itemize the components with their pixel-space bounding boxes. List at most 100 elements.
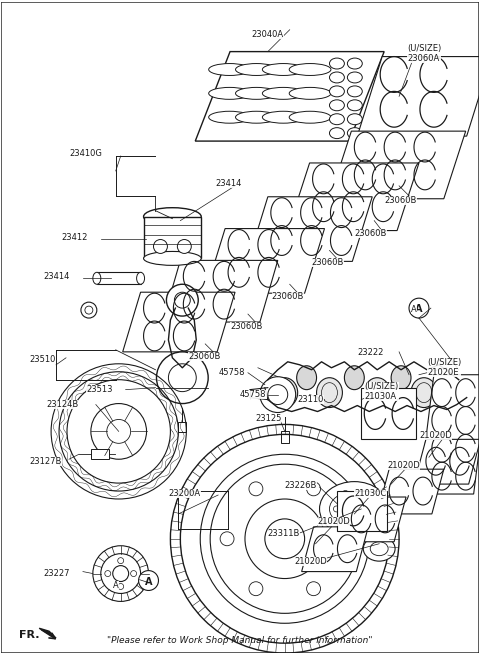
Text: 23412: 23412: [61, 233, 87, 242]
Polygon shape: [162, 261, 278, 322]
Bar: [144, 217, 201, 259]
Ellipse shape: [348, 86, 362, 97]
Text: 23311B: 23311B: [268, 529, 300, 538]
Circle shape: [139, 571, 158, 590]
Circle shape: [268, 384, 288, 405]
Text: "Please refer to Work Shop Manual for further information": "Please refer to Work Shop Manual for fu…: [107, 636, 373, 645]
Text: 23510: 23510: [29, 355, 56, 364]
Text: 23124B: 23124B: [46, 400, 78, 409]
Text: 23060B: 23060B: [354, 229, 387, 238]
Polygon shape: [39, 628, 56, 638]
Ellipse shape: [263, 111, 304, 123]
Ellipse shape: [329, 114, 344, 124]
Ellipse shape: [322, 383, 337, 403]
Text: 23060B: 23060B: [384, 196, 417, 205]
Polygon shape: [195, 52, 384, 141]
Ellipse shape: [344, 365, 364, 390]
Ellipse shape: [329, 491, 379, 527]
Ellipse shape: [448, 378, 474, 407]
Text: (U/SIZE)
23060A: (U/SIZE) 23060A: [407, 44, 441, 63]
Ellipse shape: [289, 111, 331, 123]
Text: 21020D: 21020D: [419, 432, 452, 440]
Polygon shape: [301, 527, 368, 572]
Text: A: A: [113, 580, 119, 590]
Bar: [361, 388, 416, 440]
Polygon shape: [357, 56, 480, 136]
Text: 23227: 23227: [43, 569, 70, 578]
Ellipse shape: [263, 64, 304, 75]
Ellipse shape: [369, 383, 385, 403]
Circle shape: [167, 284, 198, 316]
Text: 23222: 23222: [357, 348, 384, 357]
Circle shape: [168, 364, 196, 392]
Text: FR.: FR.: [19, 630, 40, 640]
Circle shape: [260, 377, 296, 413]
Ellipse shape: [236, 87, 277, 100]
Bar: [337, 491, 387, 531]
Text: (U/SIZE)
21030A: (U/SIZE) 21030A: [364, 382, 398, 401]
Circle shape: [81, 302, 97, 318]
Ellipse shape: [277, 383, 293, 403]
Ellipse shape: [416, 383, 432, 403]
Ellipse shape: [453, 383, 468, 403]
Bar: [179, 422, 186, 432]
Ellipse shape: [370, 542, 388, 555]
Ellipse shape: [329, 128, 344, 139]
Ellipse shape: [329, 72, 344, 83]
Circle shape: [156, 352, 208, 403]
Ellipse shape: [348, 72, 362, 83]
Text: 21020D: 21020D: [387, 461, 420, 470]
Text: 21020D: 21020D: [295, 557, 327, 566]
Ellipse shape: [391, 365, 411, 390]
Text: 23513: 23513: [86, 384, 112, 394]
Ellipse shape: [137, 272, 144, 284]
Polygon shape: [414, 440, 480, 484]
Text: 21030C: 21030C: [354, 489, 386, 498]
Circle shape: [174, 292, 190, 308]
Text: 23060B: 23060B: [188, 352, 221, 361]
Ellipse shape: [411, 378, 437, 407]
Ellipse shape: [329, 86, 344, 97]
Ellipse shape: [289, 87, 331, 100]
Ellipse shape: [209, 111, 251, 123]
Circle shape: [409, 298, 429, 318]
Text: 23110: 23110: [298, 394, 324, 403]
Bar: [91, 449, 109, 459]
Circle shape: [85, 306, 93, 314]
Text: 23414: 23414: [43, 272, 70, 281]
Ellipse shape: [329, 58, 344, 69]
Text: 23410G: 23410G: [69, 149, 102, 158]
Bar: [97, 272, 141, 284]
Ellipse shape: [209, 87, 251, 100]
Ellipse shape: [348, 114, 362, 124]
Text: 23040A: 23040A: [252, 29, 284, 39]
Polygon shape: [123, 292, 235, 352]
Text: A: A: [411, 305, 417, 314]
Ellipse shape: [316, 378, 342, 407]
Text: 21020D: 21020D: [318, 517, 350, 526]
Polygon shape: [288, 163, 419, 231]
Ellipse shape: [364, 378, 390, 407]
Text: 45758: 45758: [218, 367, 245, 377]
Polygon shape: [205, 229, 324, 293]
Ellipse shape: [289, 64, 331, 75]
Text: 23125: 23125: [255, 415, 281, 424]
Ellipse shape: [348, 128, 362, 139]
Ellipse shape: [348, 100, 362, 111]
Circle shape: [154, 240, 168, 253]
Polygon shape: [377, 469, 444, 514]
Polygon shape: [339, 497, 406, 542]
Text: A: A: [415, 304, 423, 314]
Ellipse shape: [272, 378, 298, 407]
Text: 23414: 23414: [215, 179, 241, 188]
Ellipse shape: [297, 365, 316, 390]
Text: 23226B: 23226B: [285, 481, 317, 490]
Ellipse shape: [320, 481, 389, 536]
Text: 23127B: 23127B: [29, 457, 61, 466]
Text: 23060B: 23060B: [272, 292, 304, 301]
Circle shape: [178, 240, 192, 253]
Ellipse shape: [144, 208, 201, 225]
Text: 45758: 45758: [240, 390, 266, 399]
Ellipse shape: [329, 100, 344, 111]
Ellipse shape: [236, 64, 277, 75]
